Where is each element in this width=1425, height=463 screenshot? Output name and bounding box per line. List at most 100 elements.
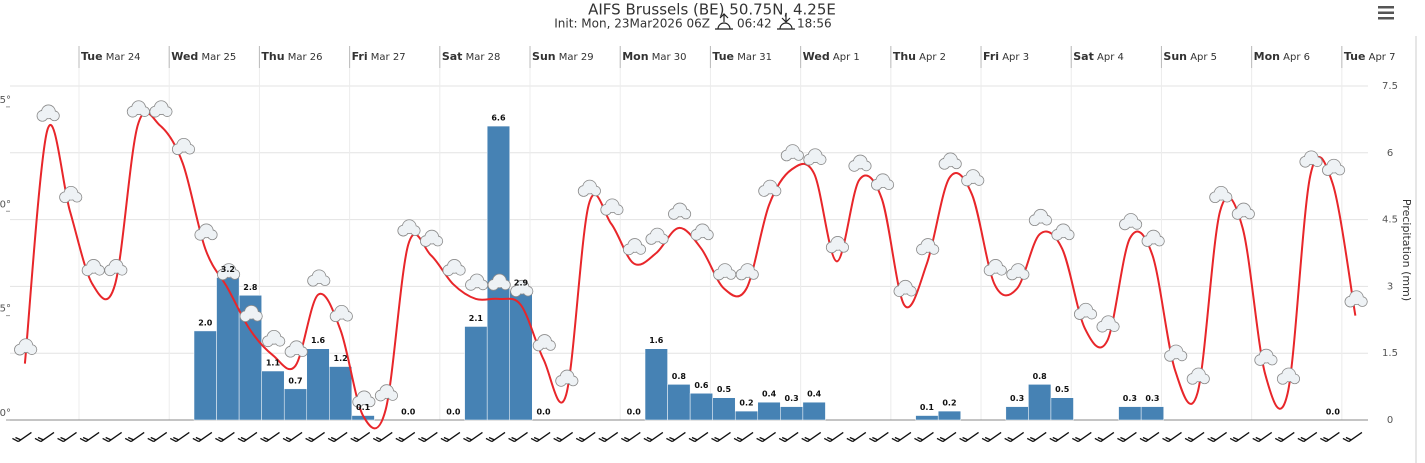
barb-feather — [1029, 436, 1036, 441]
wind-barb — [936, 431, 957, 443]
cloud-part — [410, 226, 420, 236]
data-label: 0.3 — [1010, 394, 1024, 403]
data-label: 3.2 — [221, 265, 235, 274]
wind-barb — [395, 431, 416, 443]
barb-feather — [488, 436, 495, 441]
weather-icon — [374, 384, 398, 402]
barb-feather — [939, 436, 946, 441]
y-tick-label: 10° — [0, 199, 11, 210]
barb-feather — [1274, 437, 1282, 443]
data-label: 0.8 — [1033, 372, 1048, 381]
wind-barb — [643, 431, 664, 443]
cloud-part — [95, 265, 105, 275]
weather-icon — [149, 100, 173, 118]
barb-feather — [601, 436, 608, 441]
weather-icon — [14, 338, 38, 356]
precip-bar — [937, 410, 961, 421]
weather-icon — [284, 340, 308, 358]
barb-feather — [1075, 436, 1081, 441]
barb-feather — [981, 437, 989, 443]
weather-icon — [239, 304, 263, 323]
barb-feather — [781, 436, 788, 441]
barb-feather — [260, 437, 267, 443]
barb-feather — [846, 437, 854, 443]
barb-feather — [1120, 436, 1127, 441]
wind-barb — [1297, 431, 1318, 443]
barb-feather — [714, 436, 721, 441]
barb-feather — [102, 437, 109, 443]
barb-feather — [1345, 436, 1352, 441]
barb-feather — [353, 436, 360, 441]
precip-bar — [915, 415, 939, 421]
cloud-part — [478, 280, 488, 290]
wind-barb — [372, 431, 393, 443]
lines — [23, 111, 1357, 430]
cloud-part — [636, 244, 646, 254]
barb-feather — [263, 436, 270, 441]
wind-barb — [1004, 431, 1025, 443]
cloud-part — [343, 311, 353, 321]
wind-barb — [1026, 431, 1047, 443]
barb-feather — [1072, 437, 1079, 443]
wind-barb — [981, 431, 1002, 443]
weather-icon — [1322, 158, 1346, 176]
weather-icon — [1344, 290, 1368, 308]
barb-feather — [575, 437, 583, 443]
weather-icon — [442, 259, 466, 277]
weather-icon — [1276, 367, 1301, 385]
precip-bar — [283, 388, 308, 421]
weather-icon — [532, 334, 556, 352]
cloud-part — [726, 269, 736, 279]
wind-barb — [733, 431, 754, 443]
barb-feather — [1320, 437, 1327, 443]
chart-title: AIFS Brussels (BE) 50.75N, 4.25E — [588, 1, 836, 19]
wind-barb — [34, 431, 55, 443]
data-label: 0.0 — [401, 408, 416, 417]
barb-feather — [440, 437, 448, 443]
cloud-part — [1245, 209, 1255, 219]
data-label: 0.3 — [785, 394, 799, 403]
x-tick-label: Wed Apr 1 — [803, 50, 860, 63]
cloud-part — [1042, 215, 1052, 225]
weather-icon — [419, 229, 444, 247]
data-label: 0.4 — [807, 390, 822, 399]
cloud-part — [884, 180, 894, 190]
data-label: 0.0 — [446, 408, 461, 417]
sunset-time: 18:56 — [797, 17, 832, 31]
cloud-part — [297, 347, 307, 357]
wind-barb — [79, 431, 100, 443]
weather-icon — [307, 269, 331, 287]
weather-icon — [81, 259, 105, 277]
wind-barb — [959, 431, 979, 443]
barb-feather — [285, 436, 292, 441]
barb-feather — [147, 437, 154, 443]
data-label: 0.1 — [920, 403, 935, 412]
barb-feather — [1232, 436, 1239, 441]
barb-feather — [150, 436, 157, 441]
barb-feather — [891, 437, 899, 443]
cloud-part — [591, 186, 601, 196]
x-tick-label: Sun Apr 5 — [1163, 50, 1217, 63]
weather-icon — [555, 369, 579, 387]
barb-feather — [1300, 436, 1307, 441]
barb-feather — [914, 437, 921, 443]
menu-button[interactable] — [1378, 6, 1394, 20]
data-label: 1.6 — [311, 336, 326, 345]
cloud-part — [500, 280, 510, 290]
cloud-part — [1109, 322, 1119, 332]
cloud-part — [1064, 230, 1074, 240]
wind-barb — [823, 431, 844, 443]
barb-feather — [984, 436, 991, 441]
cloud-part — [117, 265, 127, 275]
barb-feather — [1342, 437, 1350, 443]
barb-feather — [327, 437, 335, 443]
precip-bar — [780, 406, 804, 421]
x-tick-label: Sat Mar 28 — [442, 50, 501, 63]
x-tick-label: Fri Mar 27 — [352, 50, 406, 63]
barb-feather — [1207, 437, 1214, 443]
barb-feather — [1187, 436, 1194, 441]
y-tick-label: 5° — [0, 304, 11, 315]
weather-icon — [1141, 229, 1165, 247]
barb-feather — [1142, 436, 1149, 441]
barb-feather — [1004, 437, 1011, 443]
